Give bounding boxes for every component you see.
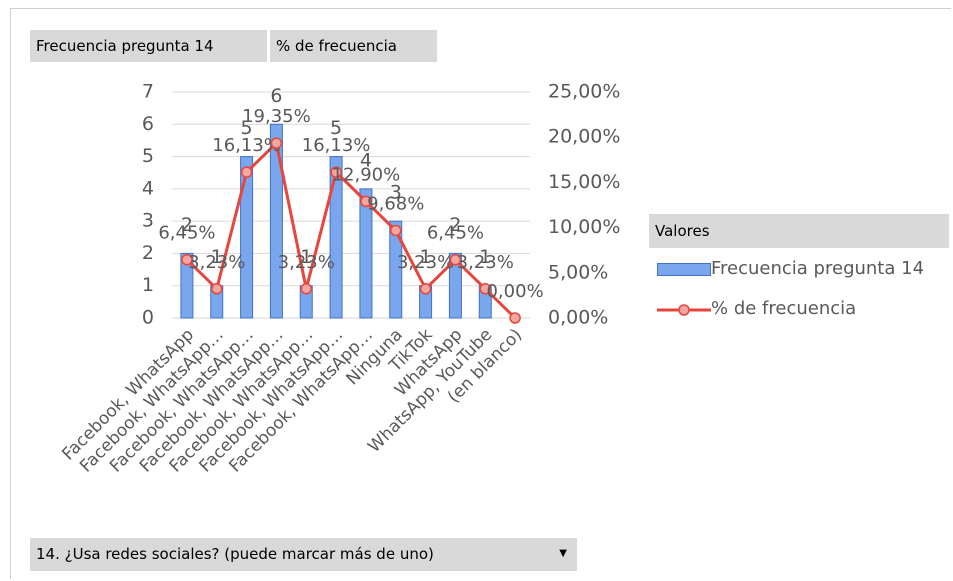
bar-value-label: 2 bbox=[181, 214, 193, 236]
bar-value-label: 1 bbox=[420, 246, 432, 268]
y2-tick-label: 20,00% bbox=[548, 126, 620, 148]
y2-tick-label: 10,00% bbox=[548, 216, 620, 238]
bar bbox=[180, 252, 194, 319]
line-marker bbox=[449, 253, 462, 266]
y-tick-label: 7 bbox=[142, 81, 154, 103]
y-tick-label: 0 bbox=[142, 307, 154, 329]
line-marker bbox=[360, 195, 372, 208]
line-value-label: 3,23% bbox=[397, 252, 454, 273]
y-tick-label: 3 bbox=[142, 210, 154, 232]
bar bbox=[389, 220, 403, 319]
line-value-label: 16,13% bbox=[302, 135, 371, 156]
line-marker bbox=[211, 283, 223, 295]
line-marker bbox=[240, 166, 253, 178]
legend-item: % de frecuencia bbox=[649, 298, 949, 320]
y-tick-label: 4 bbox=[142, 177, 154, 199]
line-value-label: 19,35% bbox=[242, 106, 311, 127]
y2-tick-label: 5,00% bbox=[548, 261, 608, 283]
legend-title: Valores bbox=[649, 214, 949, 248]
line-value-label: 3,23% bbox=[188, 252, 245, 273]
line-marker bbox=[390, 224, 402, 237]
bar-value-label: 1 bbox=[479, 246, 491, 268]
line-value-label: 3,23% bbox=[278, 252, 335, 273]
bar bbox=[448, 252, 462, 319]
field-button[interactable]: % de frecuencia bbox=[270, 30, 437, 62]
y-tick-label: 1 bbox=[142, 274, 154, 296]
y-tick-label: 6 bbox=[142, 113, 154, 135]
bar-value-label: 1 bbox=[300, 246, 312, 268]
bar-value-label: 2 bbox=[449, 214, 461, 236]
line-value-label: 9,68% bbox=[367, 193, 424, 214]
y-tick-label: 2 bbox=[142, 242, 154, 264]
y-tick-label: 5 bbox=[142, 145, 154, 167]
bar-value-label: 4 bbox=[360, 149, 372, 171]
y2-tick-label: 25,00% bbox=[548, 81, 620, 103]
legend-label: % de frecuencia bbox=[711, 298, 857, 319]
field-button[interactable]: Frecuencia pregunta 14 bbox=[30, 30, 267, 62]
bar bbox=[269, 123, 283, 319]
line-marker bbox=[509, 312, 521, 324]
line-marker bbox=[300, 283, 312, 295]
line bbox=[185, 140, 517, 320]
bar-value-label: 5 bbox=[241, 117, 253, 139]
line-marker bbox=[419, 283, 432, 295]
line-marker bbox=[330, 166, 342, 178]
bar-value-label: 3 bbox=[390, 182, 402, 204]
legend-marker bbox=[678, 304, 690, 316]
line-marker bbox=[181, 253, 193, 266]
y2-tick-label: 0,00% bbox=[548, 307, 608, 329]
line-value-label: 0,00% bbox=[486, 281, 543, 302]
bar-value-label: 6 bbox=[270, 85, 282, 107]
legend-swatch bbox=[657, 263, 711, 276]
line-marker bbox=[479, 283, 491, 295]
legend-item: Frecuencia pregunta 14 bbox=[649, 258, 931, 280]
bar-value-label: 1 bbox=[211, 246, 223, 268]
line-value-label: 16,13% bbox=[212, 135, 281, 156]
line-value-label: 12,90% bbox=[332, 164, 401, 185]
line-value-label: 6,45% bbox=[158, 223, 215, 244]
line-value-label: 3,23% bbox=[457, 252, 514, 273]
legend-swatch bbox=[657, 304, 711, 316]
chart-frame bbox=[10, 8, 951, 579]
bar bbox=[240, 156, 254, 319]
line-value-label: 6,45% bbox=[427, 223, 484, 244]
legend-label: Frecuencia pregunta 14 bbox=[711, 258, 925, 279]
legend: Valores Frecuencia pregunta 14 % de frec… bbox=[649, 214, 949, 320]
filter-label: 14. ¿Usa redes sociales? (puede marcar m… bbox=[36, 545, 434, 563]
filter-button[interactable]: 14. ¿Usa redes sociales? (puede marcar m… bbox=[30, 538, 577, 571]
line-marker bbox=[270, 137, 283, 149]
bar bbox=[329, 156, 343, 319]
dropdown-arrow: ▼ bbox=[559, 548, 567, 559]
bar bbox=[359, 188, 373, 319]
bar-value-label: 5 bbox=[330, 117, 342, 139]
y2-tick-label: 15,00% bbox=[548, 171, 620, 193]
